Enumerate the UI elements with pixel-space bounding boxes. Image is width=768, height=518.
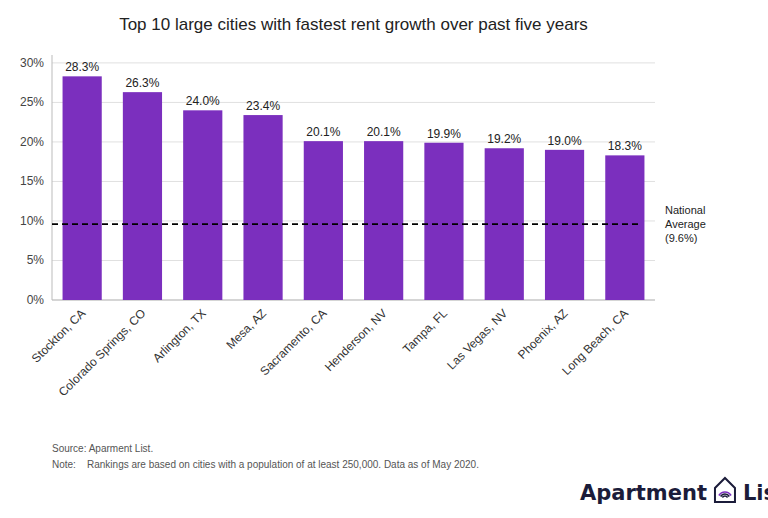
data-label: 20.1% — [306, 125, 340, 139]
x-tick-label: Phoenix, AZ — [515, 306, 571, 362]
grid — [52, 63, 655, 300]
x-tick-label: Sacramento, CA — [257, 306, 329, 378]
y-tick-label: 30% — [20, 56, 44, 70]
bar — [424, 143, 463, 300]
logo-house — [715, 478, 735, 502]
logo-arc — [719, 492, 731, 496]
logo-arc — [722, 496, 727, 497]
data-label: 24.0% — [186, 94, 220, 108]
x-tick-label: Colorado Springs, CO — [56, 306, 149, 399]
x-tick-label: Mesa, AZ — [223, 306, 269, 352]
logo-icon — [715, 478, 735, 502]
x-tick-label: Henderson, NV — [322, 306, 390, 374]
y-tick-label: 10% — [20, 214, 44, 228]
data-label: 26.3% — [125, 76, 159, 90]
logo-text: List — [743, 481, 768, 505]
x-tick-label: Stockton, CA — [29, 306, 88, 365]
bars — [63, 76, 645, 300]
y-axis-line — [52, 55, 53, 300]
bar — [183, 110, 222, 300]
data-label: 19.0% — [548, 134, 582, 148]
annotation-lines — [52, 224, 640, 225]
y-tick-label: 5% — [27, 253, 45, 267]
data-label: 23.4% — [246, 99, 280, 113]
chart: Top 10 large cities with fastest rent gr… — [0, 0, 768, 518]
reference-label: National Average (9.6%) — [665, 204, 706, 244]
logo-text: Apartment — [580, 481, 707, 505]
x-tick-label: Arlington, TX — [150, 306, 209, 365]
logo-arc — [721, 494, 730, 497]
y-tick-label: 20% — [20, 135, 44, 149]
x-tick-label: Tampa, FL — [400, 306, 450, 356]
data-label: 19.9% — [427, 127, 461, 141]
x-tick-label: Long Beach, CA — [559, 306, 631, 378]
data-label: 20.1% — [367, 125, 401, 139]
y-tick-label: 0% — [27, 293, 45, 307]
source: Source: Aparment List. — [52, 443, 153, 454]
reference-label-line: (9.6%) — [665, 232, 697, 244]
bar — [123, 92, 162, 300]
x-tick-label: Las Vegas, NV — [444, 306, 510, 372]
bar — [63, 76, 102, 300]
grid-line — [52, 62, 655, 63]
bar — [605, 155, 644, 300]
reference-line — [52, 223, 640, 225]
bar — [364, 141, 403, 300]
y-tick-label: 15% — [20, 174, 44, 188]
note: Note: Rankings are based on cities with … — [52, 459, 479, 470]
reference-label-line: National — [665, 204, 705, 216]
data-label: 28.3% — [65, 60, 99, 74]
data-label: 19.2% — [487, 132, 521, 146]
bar — [304, 141, 343, 300]
title: Top 10 large cities with fastest rent gr… — [119, 15, 588, 34]
bar — [243, 115, 282, 300]
y-tick-label: 25% — [20, 95, 44, 109]
reference-label-line: Average — [665, 218, 706, 230]
data-label: 18.3% — [608, 139, 642, 153]
